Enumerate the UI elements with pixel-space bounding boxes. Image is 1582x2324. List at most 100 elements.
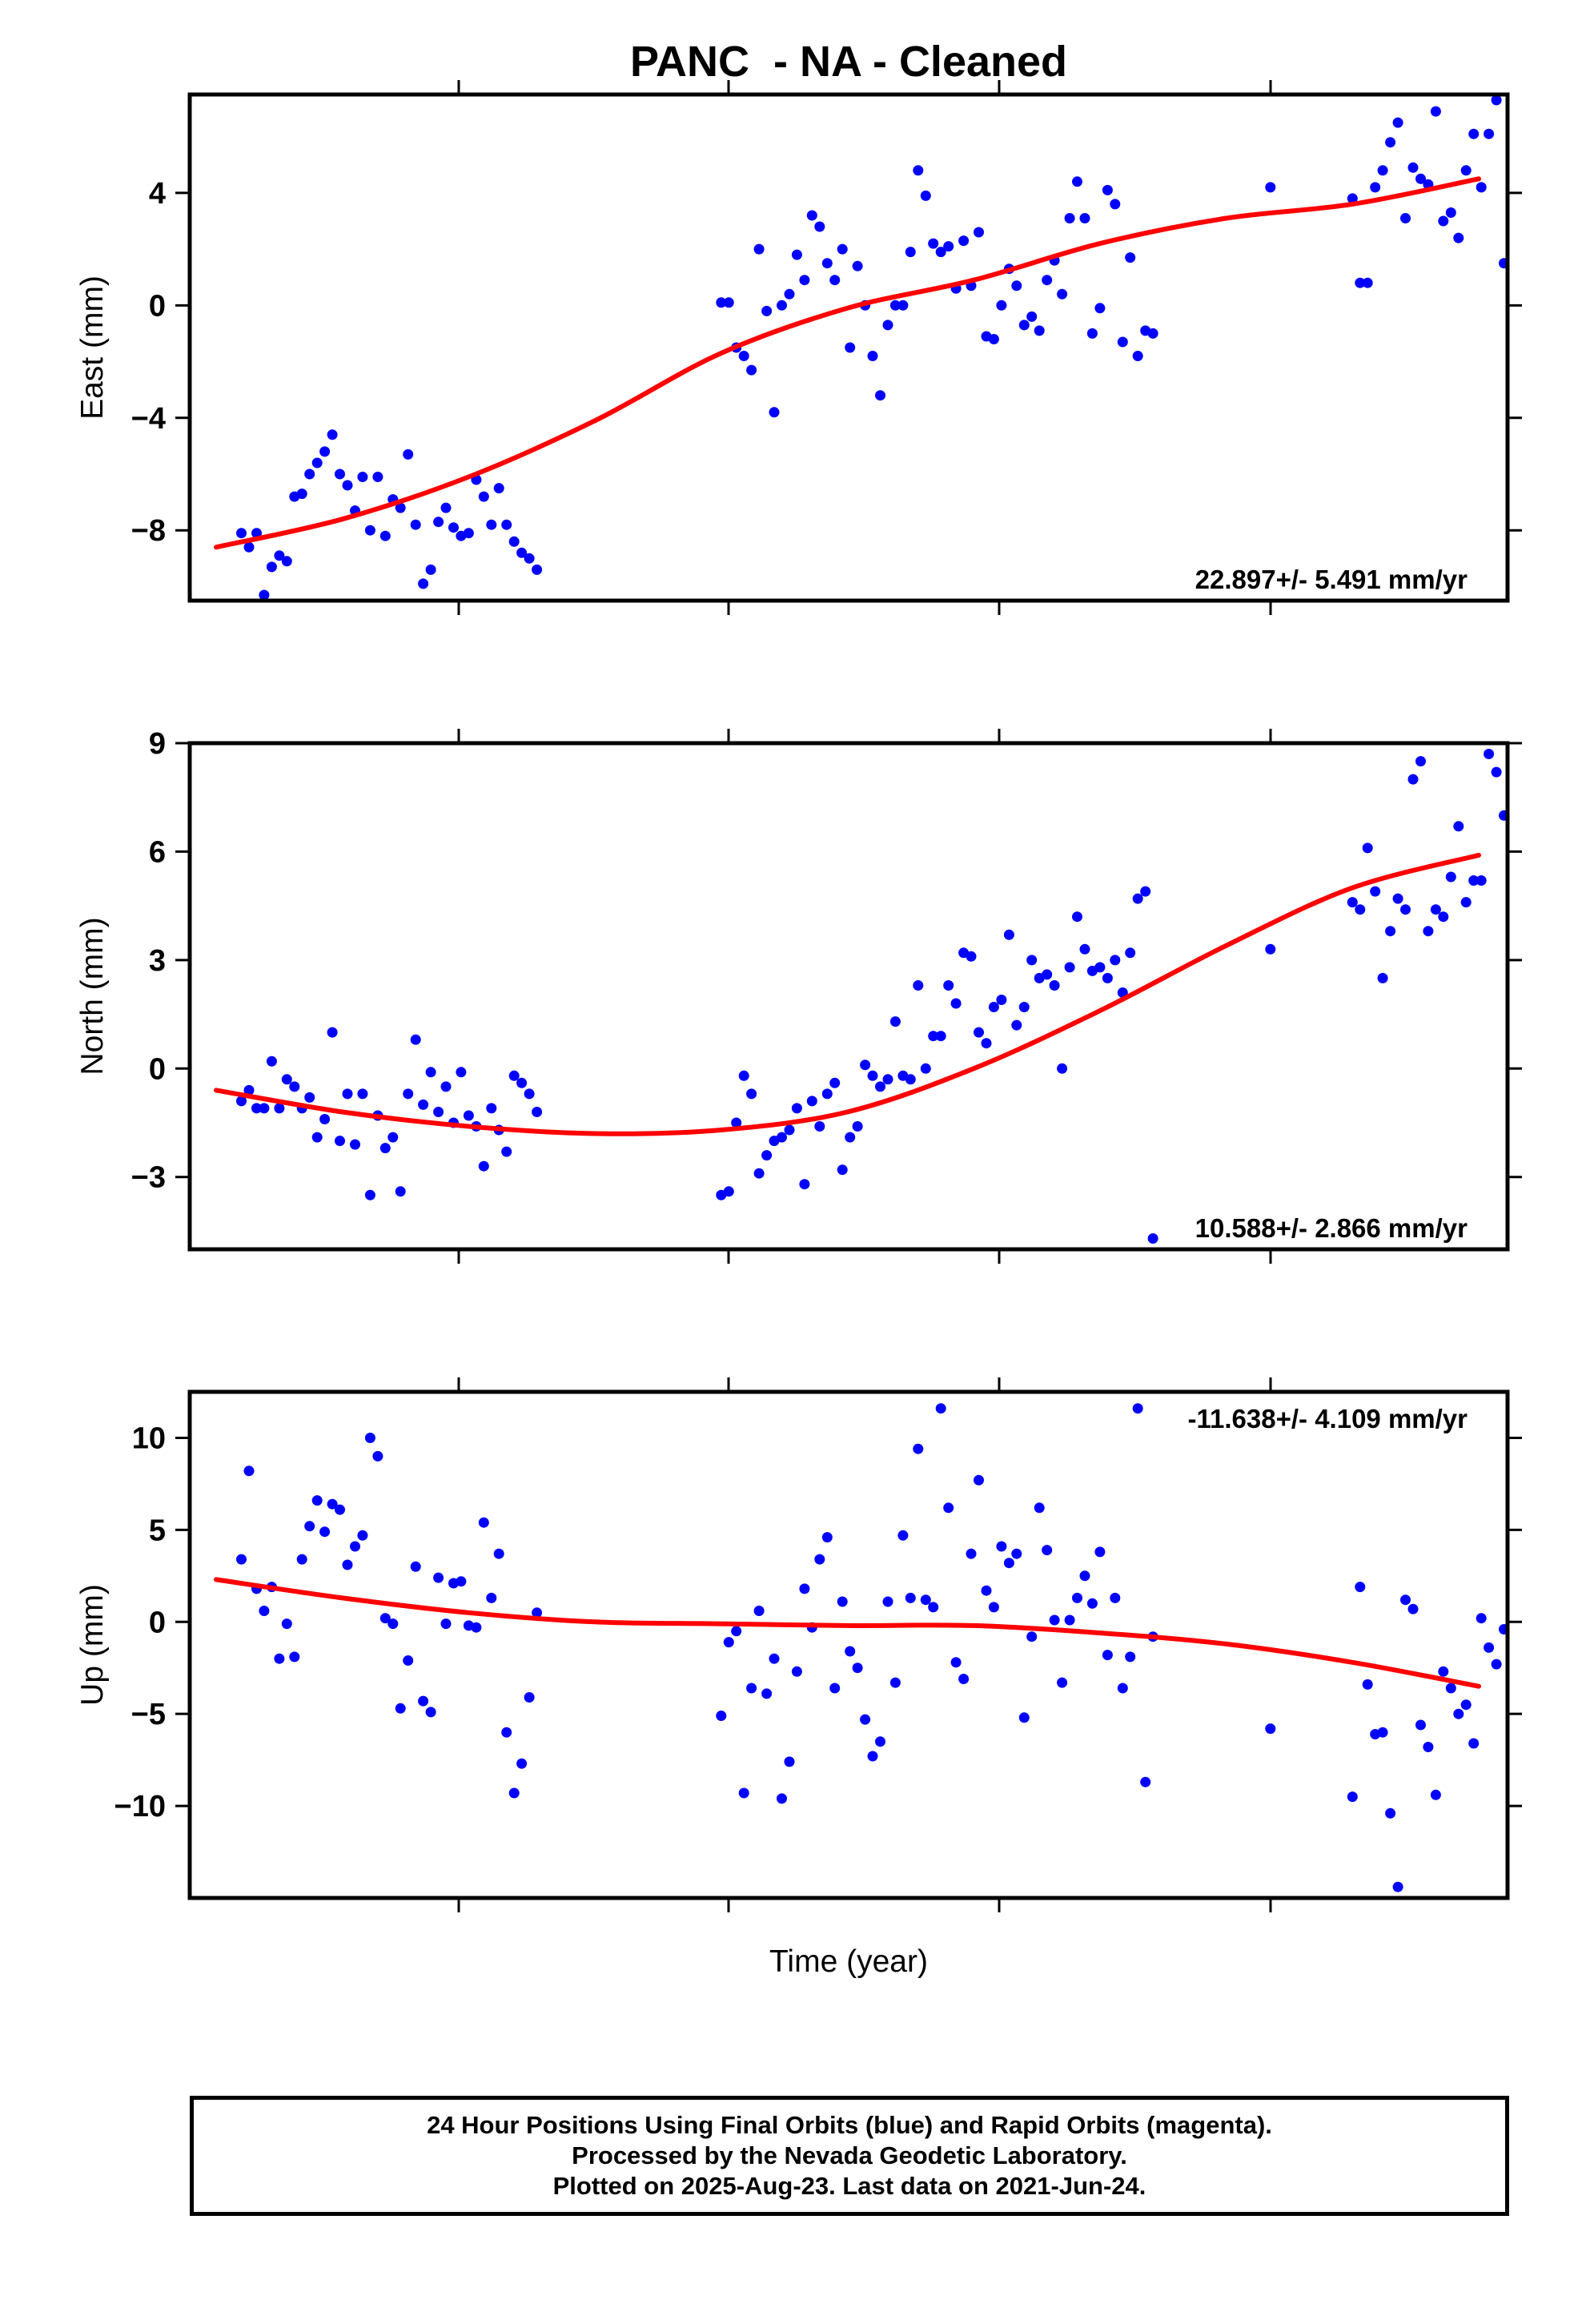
data-point — [532, 564, 543, 575]
data-point — [1484, 749, 1495, 759]
data-point — [236, 1096, 247, 1107]
data-point — [981, 1038, 992, 1049]
data-point — [311, 1132, 323, 1143]
data-point — [1265, 182, 1276, 193]
y-tick-label: 5 — [149, 1514, 166, 1547]
data-point — [1430, 106, 1441, 117]
data-point — [281, 1074, 292, 1085]
data-point — [845, 1646, 856, 1657]
data-point — [852, 1121, 863, 1132]
data-point — [958, 1674, 970, 1684]
data-point — [1042, 969, 1053, 980]
data-point — [501, 1146, 512, 1157]
data-point — [1407, 774, 1419, 785]
data-point — [996, 995, 1007, 1005]
y-tick-label: 10 — [132, 1421, 166, 1455]
data-point — [524, 1692, 535, 1703]
data-point — [1355, 277, 1366, 288]
data-point — [1140, 886, 1151, 897]
data-point — [1265, 1723, 1276, 1735]
data-point — [403, 448, 414, 460]
data-point — [738, 351, 749, 361]
data-point — [1355, 904, 1366, 915]
data-point — [1468, 1738, 1480, 1749]
data-point — [311, 457, 323, 468]
data-point — [532, 1107, 543, 1117]
data-point — [516, 1077, 528, 1088]
data-point — [1086, 328, 1098, 339]
data-point — [905, 1074, 916, 1085]
footer-line-3: Plotted on 2025-Aug-23. Last data on 202… — [552, 2172, 1146, 2200]
data-point — [867, 1070, 878, 1081]
data-point — [1453, 232, 1464, 243]
data-point — [364, 1433, 375, 1443]
data-point — [753, 1168, 765, 1179]
data-point — [1491, 766, 1502, 778]
data-point — [814, 221, 825, 232]
data-point — [1125, 1651, 1136, 1663]
panel-1: −8 −4 0 4 East (mm) 22.897+/- 5.491 mm/yr — [75, 80, 1522, 615]
data-point — [821, 1088, 833, 1100]
data-point — [882, 320, 893, 331]
data-point — [905, 247, 916, 258]
data-point — [1370, 182, 1381, 193]
data-point — [928, 1602, 939, 1613]
y-tick-label: 9 — [149, 727, 166, 761]
data-point — [372, 472, 383, 482]
data-point — [259, 1606, 270, 1616]
data-point — [935, 1031, 946, 1042]
data-point — [889, 1677, 901, 1688]
data-point — [860, 1714, 871, 1725]
data-point — [1102, 184, 1113, 195]
data-point — [1079, 943, 1090, 955]
data-point — [433, 517, 444, 528]
rate-label: 10.588+/- 2.866 mm/yr — [1195, 1213, 1468, 1243]
data-point — [913, 165, 924, 176]
data-point — [943, 980, 954, 991]
data-point — [335, 468, 345, 480]
y-axis-label: Up (mm) — [75, 1584, 110, 1706]
data-point — [882, 1074, 893, 1085]
data-point — [1110, 199, 1121, 210]
data-point — [1057, 288, 1068, 300]
data-point — [410, 519, 421, 530]
data-point — [1057, 1677, 1068, 1688]
data-point — [418, 1099, 429, 1110]
data-point — [950, 998, 962, 1009]
data-point — [493, 483, 504, 494]
data-point — [845, 1132, 856, 1143]
data-point — [364, 1189, 375, 1200]
data-point — [981, 1585, 992, 1596]
data-point — [943, 1502, 954, 1514]
data-point — [1079, 213, 1090, 223]
data-point — [1018, 320, 1030, 331]
data-point — [274, 1653, 285, 1664]
chart-title: PANC - NA - Cleaned — [630, 38, 1067, 86]
data-point — [867, 351, 878, 361]
fit-line — [214, 176, 1481, 550]
data-point — [837, 1164, 848, 1176]
data-point — [274, 550, 285, 561]
data-point — [988, 334, 999, 344]
data-point — [1265, 943, 1276, 955]
data-point — [1011, 280, 1022, 292]
data-point — [1064, 962, 1075, 973]
data-point — [1445, 871, 1456, 883]
data-point — [524, 553, 535, 564]
data-point — [738, 1787, 749, 1799]
data-point — [304, 468, 315, 480]
data-point — [1110, 1592, 1121, 1603]
data-point — [1415, 1719, 1426, 1731]
data-point — [440, 1081, 452, 1092]
data-point — [769, 407, 780, 418]
data-point — [814, 1554, 825, 1565]
data-point — [1453, 821, 1464, 832]
data-point — [433, 1572, 444, 1583]
data-point — [508, 1070, 520, 1081]
data-point — [731, 1117, 742, 1128]
data-point — [236, 528, 247, 539]
y-tick-label: −5 — [131, 1698, 166, 1731]
footer-line-2: Processed by the Nevada Geodetic Laborat… — [572, 2141, 1127, 2169]
data-point — [395, 502, 406, 513]
data-point — [478, 1517, 489, 1528]
